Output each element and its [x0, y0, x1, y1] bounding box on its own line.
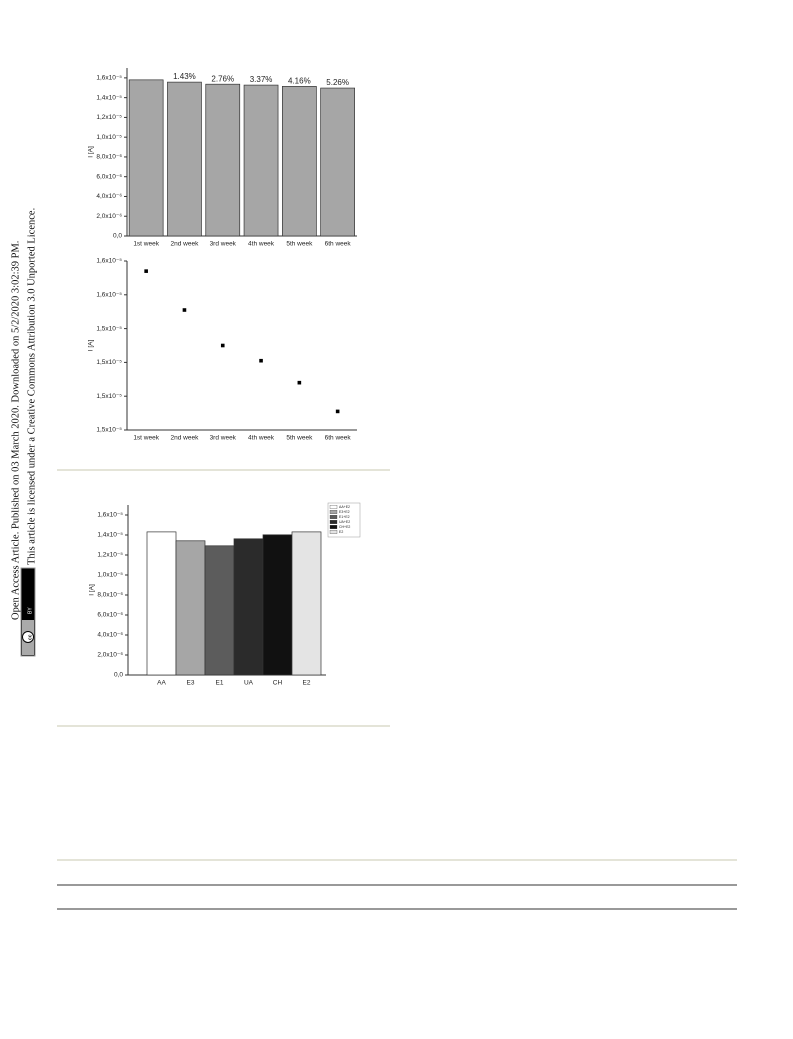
x-tick-label: 5th week	[286, 435, 313, 442]
y-tick-label: 1,5x10⁻⁵	[96, 393, 122, 400]
y-tick-label: 8,0x10⁻⁶	[97, 592, 123, 599]
y-tick-label: 6,0x10⁻⁶	[97, 612, 123, 619]
y-tick-label: 1,2x10⁻⁵	[97, 552, 123, 559]
bar-annotation: 4.16%	[288, 76, 311, 85]
bar	[320, 87, 355, 237]
bar	[167, 81, 202, 237]
y-tick-label: 1,4x10⁻⁵	[97, 532, 123, 539]
y-tick-label: 2,0x10⁻⁶	[96, 213, 122, 220]
bar	[291, 531, 322, 676]
bar	[128, 79, 164, 237]
badge-text: BY	[27, 607, 33, 614]
bar	[233, 538, 264, 676]
bar	[175, 540, 206, 676]
y-axis-label: I [A]	[88, 146, 95, 158]
x-tick-label: UA	[244, 680, 254, 687]
bar-annotation: 5.26%	[326, 78, 349, 87]
point	[220, 343, 225, 348]
x-tick-label: 1st week	[133, 435, 159, 442]
y-tick-label: 1,6x10⁻⁵	[96, 75, 122, 82]
y-tick-label: 1,0x10⁻⁵	[97, 572, 123, 579]
y-tick-label: 1,0x10⁻⁵	[96, 134, 122, 141]
legend-swatch	[329, 525, 338, 529]
legend-label: E1+E2	[339, 515, 350, 519]
x-tick-label: 6th week	[325, 435, 352, 442]
y-tick-label: 1,6x10⁻⁵	[97, 512, 123, 519]
legend-label: CH+E2	[339, 525, 350, 529]
y-tick-label: 1,6x10⁻⁵	[96, 292, 122, 299]
bar	[262, 534, 293, 676]
y-tick-label: 2,0x10⁻⁶	[97, 652, 123, 659]
bar	[282, 86, 317, 237]
y-tick-label: 4,0x10⁻⁶	[96, 193, 122, 200]
y-tick-label: 1,2x10⁻⁵	[96, 114, 122, 121]
x-tick-label: AA	[157, 680, 166, 687]
y-tick-label: 8,0x10⁻⁶	[96, 154, 122, 161]
legend-label: AA+E2	[339, 505, 350, 509]
y-tick-label: 4,0x10⁻⁶	[97, 632, 123, 639]
bar	[146, 531, 177, 676]
x-tick-label: E2	[303, 680, 311, 687]
y-tick-label: 1,6x10⁻⁵	[96, 258, 122, 265]
x-tick-label: 2nd week	[171, 241, 200, 248]
bar-annotation: 2.76%	[211, 74, 234, 83]
y-tick-label: 6,0x10⁻⁶	[96, 173, 122, 180]
legend-swatch	[329, 520, 338, 524]
x-tick-label: 4th week	[248, 241, 275, 248]
x-tick-label: 4th week	[248, 435, 275, 442]
x-tick-label: 1st week	[133, 241, 159, 248]
y-tick-label: 0,0	[114, 672, 123, 679]
badge-text: cc	[27, 634, 33, 640]
x-tick-label: 3rd week	[210, 241, 237, 248]
x-tick-label: 5th week	[286, 241, 313, 248]
legend-label: E2	[339, 530, 343, 534]
x-tick-label: 6th week	[325, 241, 352, 248]
x-tick-label: E3	[187, 680, 195, 687]
point	[182, 308, 187, 312]
legend-swatch	[329, 510, 338, 514]
x-tick-label: 3rd week	[210, 435, 237, 442]
x-tick-label: 2nd week	[171, 435, 200, 442]
cc-badge: cc BY	[20, 567, 36, 657]
bar-annotation: 1.43%	[173, 72, 196, 81]
legend-swatch	[329, 530, 338, 534]
sidebar-line: This article is licensed under a Creativ…	[26, 208, 37, 565]
point	[144, 269, 148, 273]
bar	[205, 83, 241, 237]
bar	[243, 84, 279, 237]
y-tick-label: 1,5x10⁻⁵	[96, 359, 122, 366]
point	[259, 358, 263, 363]
point	[335, 409, 340, 414]
x-tick-label: CH	[273, 680, 283, 687]
y-tick-label: 1,4x10⁻⁵	[96, 94, 122, 101]
legend-label: UA+E2	[339, 520, 350, 524]
point	[297, 380, 302, 385]
sidebar-line: Open Access Article. Published on 03 Mar…	[10, 241, 21, 620]
y-axis-label: I [A]	[89, 584, 96, 596]
legend-swatch	[329, 515, 338, 519]
y-axis-label: I [A]	[88, 340, 95, 352]
y-tick-label: 1,5x10⁻⁵	[96, 325, 122, 332]
legend-label: E3+E2	[339, 510, 350, 514]
y-tick-label: 0,0	[113, 233, 122, 240]
legend-swatch	[329, 505, 338, 509]
x-tick-label: E1	[216, 680, 224, 687]
bar-annotation: 3.37%	[250, 75, 273, 84]
y-tick-label: 1,5x10⁻⁵	[96, 427, 122, 434]
bar	[204, 545, 235, 676]
